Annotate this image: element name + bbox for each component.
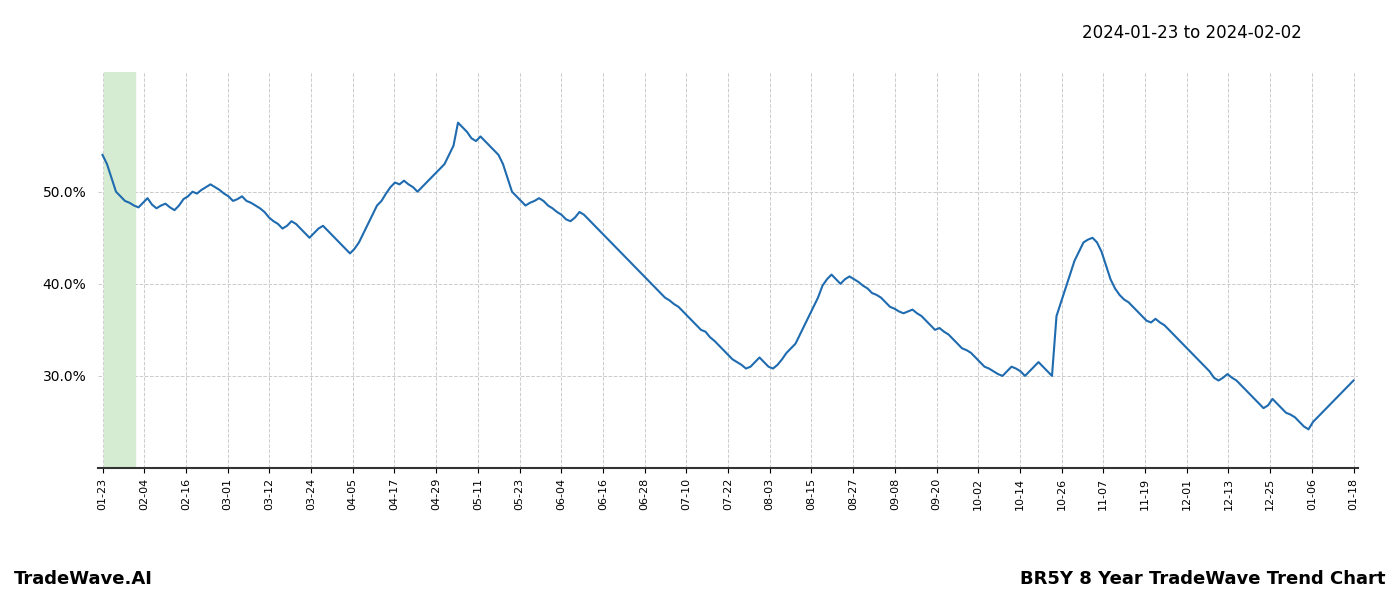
Text: TradeWave.AI: TradeWave.AI: [14, 570, 153, 588]
Bar: [104, 72, 136, 468]
Text: 2024-01-23 to 2024-02-02: 2024-01-23 to 2024-02-02: [1082, 24, 1302, 42]
Text: BR5Y 8 Year TradeWave Trend Chart: BR5Y 8 Year TradeWave Trend Chart: [1021, 570, 1386, 588]
